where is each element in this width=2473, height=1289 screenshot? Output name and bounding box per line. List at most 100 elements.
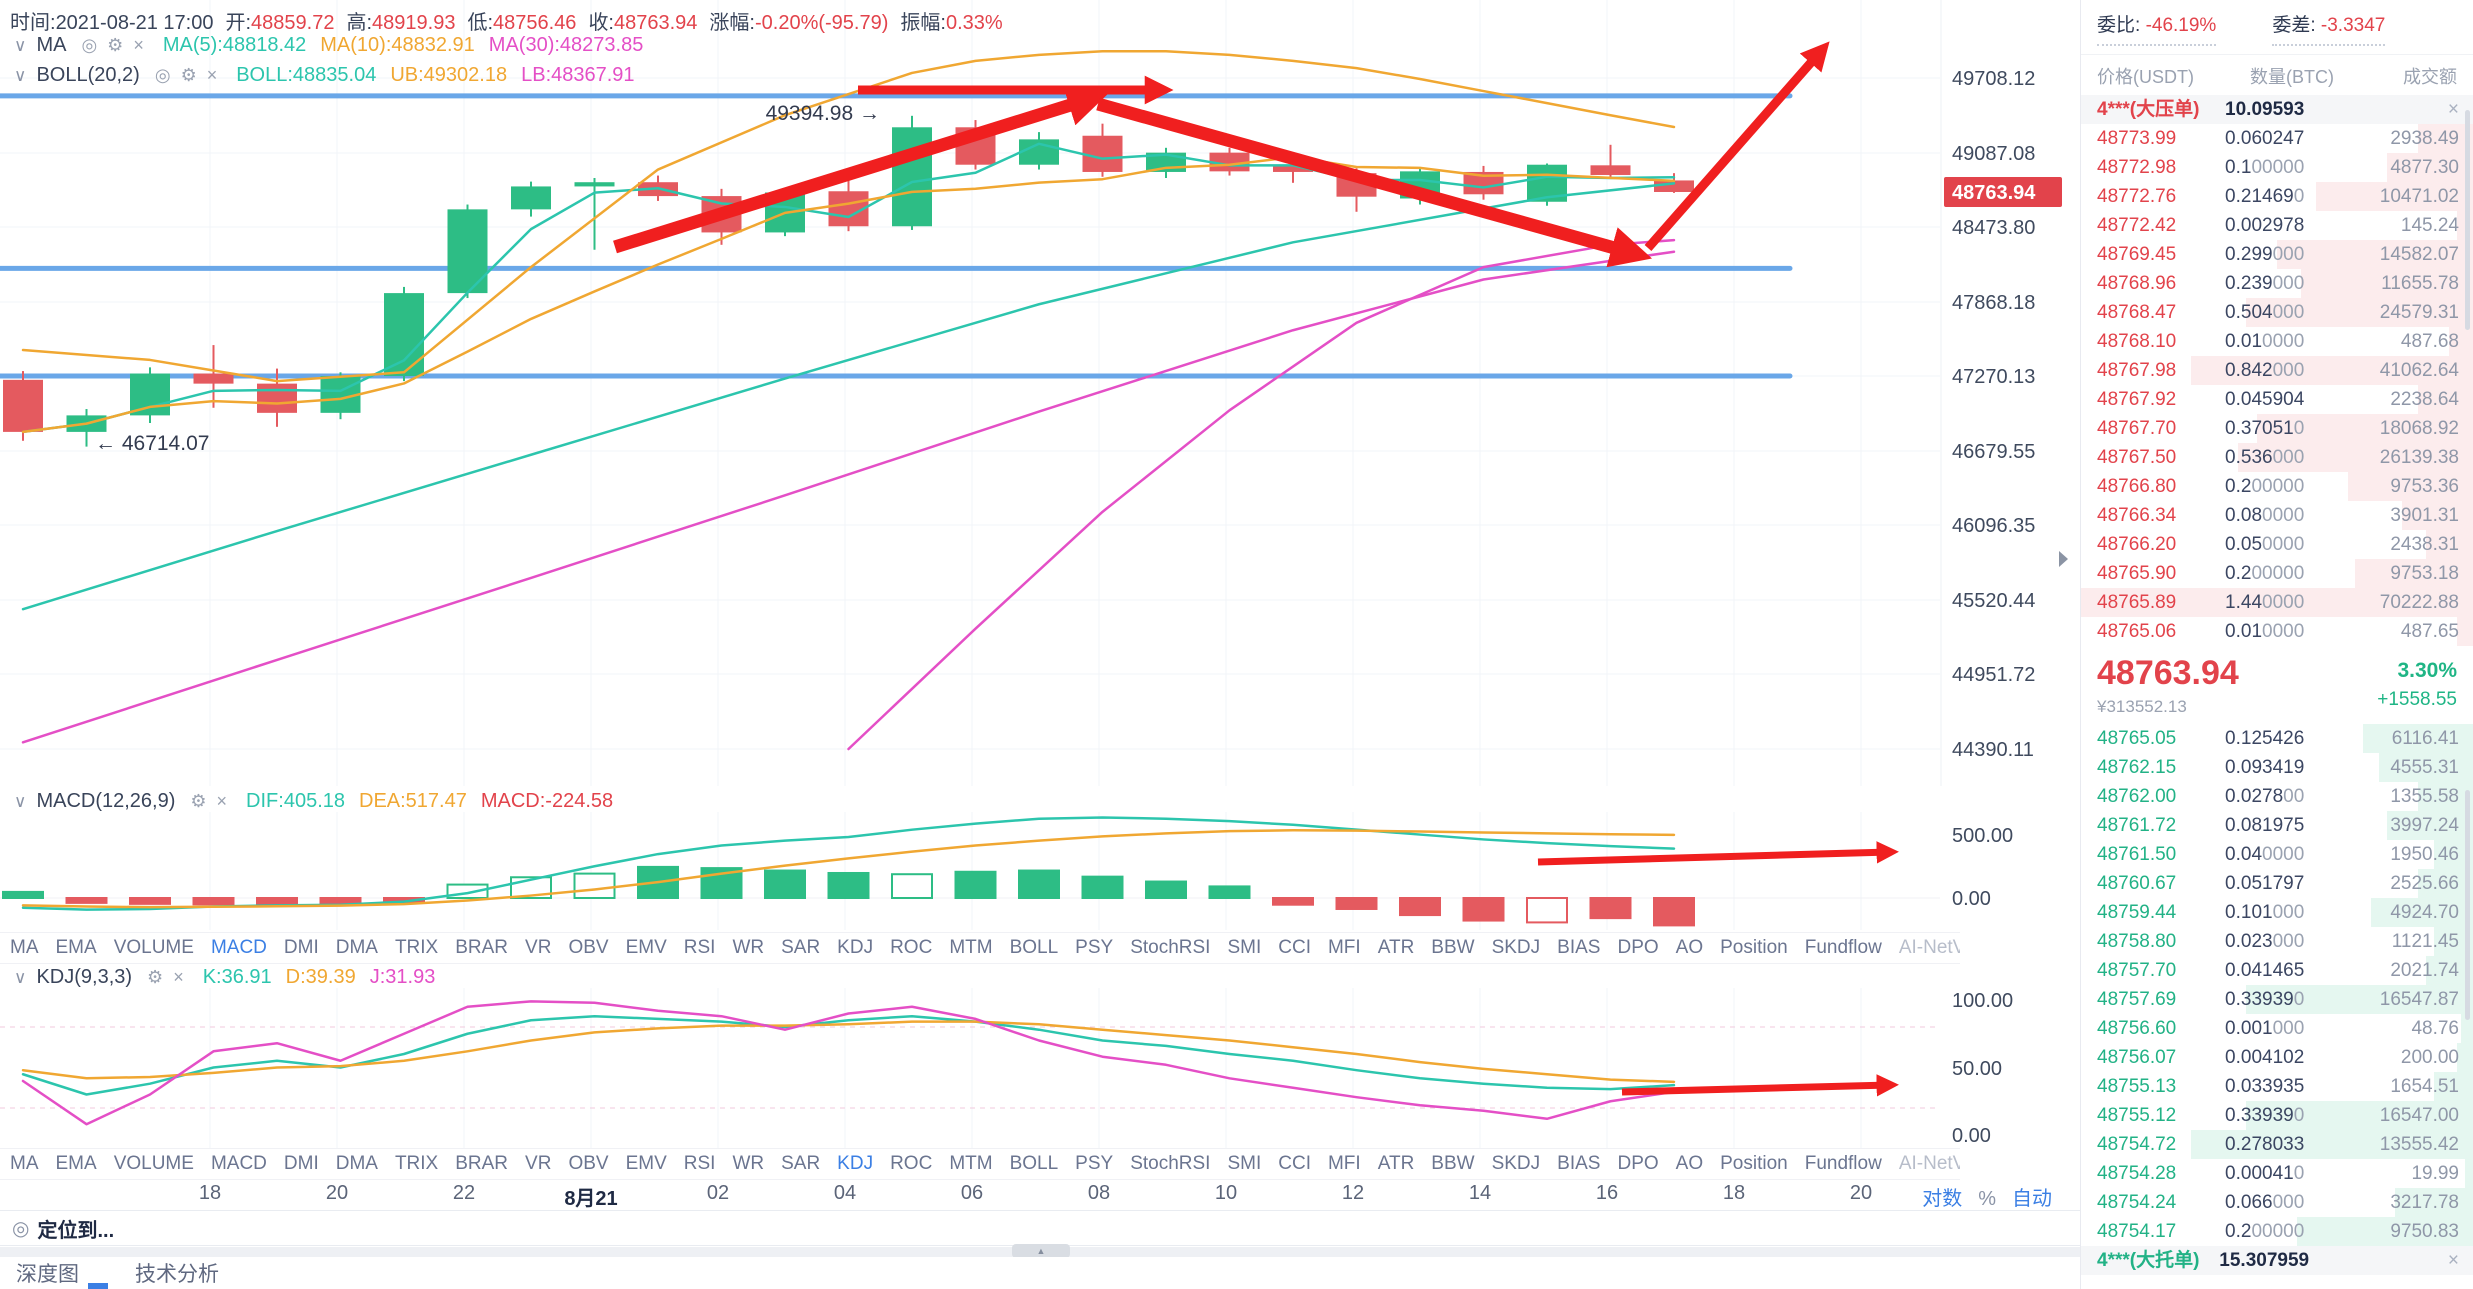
close-icon[interactable]: × — [2447, 1250, 2459, 1271]
indicator-tab-volume[interactable]: VOLUME — [113, 1153, 194, 1174]
bid-row[interactable]: 48755.13 0.033935 1654.51 — [2081, 1072, 2473, 1101]
indicator-tab-rsi[interactable]: RSI — [683, 1153, 716, 1174]
bid-row[interactable]: 48756.60 0.001000 48.76 — [2081, 1014, 2473, 1043]
indicator-tab-bias[interactable]: BIAS — [1557, 1153, 1601, 1174]
indicator-tab-roc[interactable]: ROC — [890, 937, 933, 958]
indicator-tab-cci[interactable]: CCI — [1278, 1153, 1311, 1174]
collapse-chevron-icon[interactable]: ∨ — [14, 792, 27, 811]
indicator-tab-vr[interactable]: VR — [525, 1153, 552, 1174]
collapse-chevron-icon[interactable]: ∨ — [14, 66, 27, 85]
bid-row[interactable]: 48759.44 0.101000 4924.70 — [2081, 898, 2473, 927]
indicator-tab-dma[interactable]: DMA — [335, 1153, 378, 1174]
tab-depth-chart[interactable]: 深度图 — [16, 1263, 79, 1286]
indicator-tab-dpo[interactable]: DPO — [1617, 1153, 1659, 1174]
indicator-tab-psy[interactable]: PSY — [1075, 1153, 1114, 1174]
ask-row[interactable]: 48767.92 0.045904 2238.64 — [2081, 385, 2473, 414]
ask-scrollbar[interactable] — [2465, 110, 2470, 330]
indicator-tab-fundflow[interactable]: Fundflow — [1804, 1153, 1882, 1174]
panel-collapse-arrow-icon[interactable] — [2059, 551, 2068, 567]
bid-row[interactable]: 48754.28 0.000410 19.99 — [2081, 1159, 2473, 1188]
close-icon[interactable]: × — [206, 65, 218, 85]
indicator-tab-kdj[interactable]: KDJ — [837, 937, 874, 958]
axis-control-%[interactable]: % — [1978, 1188, 1996, 1210]
indicator-tab-ai-netvol[interactable]: AI-NetVOL — [1898, 1153, 1960, 1174]
indicator-tab-rsi[interactable]: RSI — [683, 937, 716, 958]
bid-row[interactable]: 48757.70 0.041465 2021.74 — [2081, 956, 2473, 985]
ask-row[interactable]: 48767.98 0.842000 41062.64 — [2081, 356, 2473, 385]
indicator-tab-wr[interactable]: WR — [732, 1153, 765, 1174]
indicator-tab-bbw[interactable]: BBW — [1431, 1153, 1475, 1174]
indicator-tab-bias[interactable]: BIAS — [1557, 937, 1601, 958]
indicator-tab-roc[interactable]: ROC — [890, 1153, 933, 1174]
indicator-tab-position[interactable]: Position — [1720, 937, 1788, 958]
bid-row[interactable]: 48762.15 0.093419 4555.31 — [2081, 753, 2473, 782]
indicator-tab-brar[interactable]: BRAR — [455, 1153, 509, 1174]
ask-row[interactable]: 48773.99 0.060247 2938.49 — [2081, 124, 2473, 153]
bid-row[interactable]: 48754.24 0.066000 3217.78 — [2081, 1188, 2473, 1217]
bid-row[interactable]: 48755.12 0.339390 16547.00 — [2081, 1101, 2473, 1130]
bid-row[interactable]: 48762.00 0.027800 1355.58 — [2081, 782, 2473, 811]
bid-row[interactable]: 48754.72 0.278033 13555.42 — [2081, 1130, 2473, 1159]
indicator-tab-stochrsi[interactable]: StochRSI — [1130, 1153, 1211, 1174]
indicator-tab-wr[interactable]: WR — [732, 937, 765, 958]
collapse-chevron-icon[interactable]: ∨ — [14, 968, 27, 987]
bid-scrollbar[interactable] — [2465, 790, 2470, 1020]
indicator-tab-obv[interactable]: OBV — [568, 1153, 609, 1174]
close-icon[interactable]: × — [2447, 99, 2459, 120]
ask-row[interactable]: 48766.80 0.200000 9753.36 — [2081, 472, 2473, 501]
indicator-tab-dmi[interactable]: DMI — [283, 937, 319, 958]
indicator-tab-vr[interactable]: VR — [525, 937, 552, 958]
scroll-top-button[interactable]: ▲ — [1012, 1244, 1070, 1258]
ask-row[interactable]: 48765.89 1.440000 70222.88 — [2081, 588, 2473, 617]
indicator-tab-smi[interactable]: SMI — [1227, 937, 1262, 958]
big-buy-order-row[interactable]: 4***(大托单) 15.307959 × — [2081, 1246, 2473, 1275]
indicator-tab-ai-netvol[interactable]: AI-NetVOL — [1898, 937, 1960, 958]
indicator-tab-dmi[interactable]: DMI — [283, 1153, 319, 1174]
indicator-tab-boll[interactable]: BOLL — [1009, 1153, 1059, 1174]
visibility-icon[interactable]: ◎ — [154, 65, 171, 85]
ask-row[interactable]: 48768.10 0.010000 487.68 — [2081, 327, 2473, 356]
indicator-tab-smi[interactable]: SMI — [1227, 1153, 1262, 1174]
indicator-tab-cci[interactable]: CCI — [1278, 937, 1311, 958]
settings-icon[interactable]: ⚙ — [147, 967, 164, 987]
ask-row[interactable]: 48769.45 0.299000 14582.07 — [2081, 240, 2473, 269]
bid-row[interactable]: 48758.80 0.023000 1121.45 — [2081, 927, 2473, 956]
close-icon[interactable]: × — [133, 35, 144, 55]
bid-row[interactable]: 48756.07 0.004102 200.00 — [2081, 1043, 2473, 1072]
indicator-tab-psy[interactable]: PSY — [1075, 937, 1114, 958]
close-icon[interactable]: × — [216, 791, 228, 811]
axis-control-自动[interactable]: 自动 — [2012, 1188, 2052, 1210]
settings-icon[interactable]: ⚙ — [190, 791, 207, 811]
ask-row[interactable]: 48772.76 0.214690 10471.02 — [2081, 182, 2473, 211]
indicator-tab-sar[interactable]: SAR — [781, 937, 821, 958]
indicator-tab-ma[interactable]: MA — [10, 937, 39, 958]
bid-row[interactable]: 48761.50 0.040000 1950.46 — [2081, 840, 2473, 869]
bid-row[interactable]: 48765.05 0.125426 6116.41 — [2081, 724, 2473, 753]
indicator-tab-ao[interactable]: AO — [1675, 1153, 1704, 1174]
indicator-tab-emv[interactable]: EMV — [625, 1153, 667, 1174]
indicator-tab-brar[interactable]: BRAR — [455, 937, 509, 958]
indicator-tab-dpo[interactable]: DPO — [1617, 937, 1659, 958]
indicator-tab-skdj[interactable]: SKDJ — [1491, 937, 1541, 958]
indicator-tab-dma[interactable]: DMA — [335, 937, 378, 958]
indicator-tab-atr[interactable]: ATR — [1377, 937, 1415, 958]
ask-row[interactable]: 48766.34 0.080000 3901.31 — [2081, 501, 2473, 530]
close-icon[interactable]: × — [173, 967, 184, 987]
ask-row[interactable]: 48768.47 0.504000 24579.31 — [2081, 298, 2473, 327]
tab-technical-analysis[interactable]: 技术分析 — [135, 1263, 219, 1286]
indicator-tab-emv[interactable]: EMV — [625, 937, 667, 958]
settings-icon[interactable]: ⚙ — [107, 35, 124, 55]
indicator-tab-macd[interactable]: MACD — [210, 937, 267, 958]
indicator-tab-macd[interactable]: MACD — [210, 1153, 267, 1174]
axis-control-对数[interactable]: 对数 — [1922, 1188, 1963, 1210]
indicator-tab-sar[interactable]: SAR — [781, 1153, 821, 1174]
indicator-tab-mtm[interactable]: MTM — [949, 937, 993, 958]
bid-row[interactable]: 48761.72 0.081975 3997.24 — [2081, 811, 2473, 840]
ask-row[interactable]: 48766.20 0.050000 2438.31 — [2081, 530, 2473, 559]
ask-row[interactable]: 48767.50 0.536000 26139.38 — [2081, 443, 2473, 472]
settings-icon[interactable]: ⚙ — [180, 65, 197, 85]
ask-row[interactable]: 48768.96 0.239000 11655.78 — [2081, 269, 2473, 298]
ask-row[interactable]: 48765.90 0.200000 9753.18 — [2081, 559, 2473, 588]
indicator-tab-volume[interactable]: VOLUME — [113, 937, 194, 958]
indicator-tab-atr[interactable]: ATR — [1377, 1153, 1415, 1174]
